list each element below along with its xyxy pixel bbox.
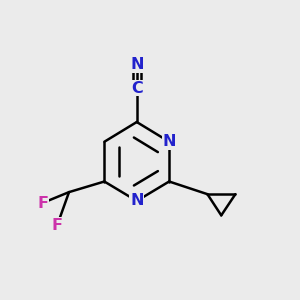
Text: F: F [52,218,63,232]
Text: N: N [130,57,143,72]
Text: N: N [162,134,176,149]
Text: F: F [37,196,48,211]
Text: N: N [130,194,143,208]
Text: C: C [131,81,142,96]
